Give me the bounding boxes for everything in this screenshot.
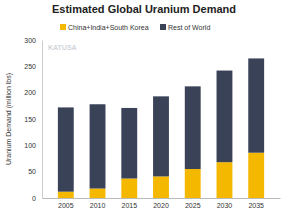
y-tick-label: 100	[24, 142, 36, 149]
bar-segment	[121, 179, 137, 198]
y-tick-label: 200	[24, 89, 36, 96]
y-tick: 0	[32, 195, 42, 202]
x-tick: 2010	[90, 198, 106, 209]
watermark: KATUSA	[48, 44, 77, 51]
x-tick-label: 2015	[121, 202, 137, 209]
plot-area	[58, 58, 264, 198]
x-tick: 2015	[121, 198, 137, 209]
y-tick-label: 50	[28, 168, 36, 175]
x-tick: 2020	[153, 198, 169, 209]
x-axis-line	[43, 198, 281, 199]
bar-segment	[153, 176, 169, 198]
y-tick-label: 300	[24, 37, 36, 44]
bar-segment	[90, 189, 106, 198]
bar-segment	[121, 108, 137, 179]
x-tick: 2035	[248, 198, 264, 209]
y-tick: 50	[28, 168, 42, 175]
legend-label: China+India+South Korea	[68, 24, 149, 31]
x-tick: 2030	[217, 198, 233, 209]
y-tick-label: 0	[32, 195, 36, 202]
bar-segment	[217, 71, 233, 163]
y-tick: 200	[24, 89, 42, 96]
x-tick-label: 2020	[153, 202, 169, 209]
bar-segment	[248, 58, 264, 152]
x-tick-label: 2030	[217, 202, 233, 209]
x-axis: 2005 2010 2015 2020 2025 2030 2035	[43, 198, 281, 209]
y-axis: 0 50 100 150 200 250 300	[24, 37, 42, 202]
legend-item: China+India+South Korea	[60, 24, 149, 31]
y-tick-label: 250	[24, 63, 36, 70]
legend-swatch	[60, 24, 66, 30]
x-tick: 2025	[185, 198, 201, 209]
y-axis-title: Uranium Demand (million lbs)	[5, 73, 13, 165]
bar-segment	[217, 162, 233, 198]
y-tick: 100	[24, 142, 42, 149]
bar-segment	[153, 96, 169, 176]
x-tick-label: 2005	[58, 202, 74, 209]
legend-swatch	[160, 24, 166, 30]
chart: KATUSA Estimated Global Uranium Demand Chi…	[0, 0, 288, 216]
y-axis-line	[42, 41, 43, 199]
bar-segment	[185, 169, 201, 198]
y-tick-label: 150	[24, 116, 36, 123]
y-tick: 300	[24, 37, 42, 44]
y-tick: 250	[24, 63, 42, 70]
x-tick: 2005	[58, 198, 74, 209]
bar-segment	[90, 104, 106, 188]
x-tick-label: 2025	[185, 202, 201, 209]
y-tick: 150	[24, 116, 42, 123]
legend-label: Rest of World	[168, 24, 210, 31]
title: Estimated Global Uranium Demand	[52, 3, 236, 15]
bar-segment	[58, 107, 74, 191]
x-tick-label: 2010	[90, 202, 106, 209]
legend-item: Rest of World	[160, 24, 210, 31]
bar-segment	[248, 153, 264, 198]
bar-segment	[58, 192, 74, 198]
bar-segment	[185, 86, 201, 169]
x-tick-label: 2035	[248, 202, 264, 209]
